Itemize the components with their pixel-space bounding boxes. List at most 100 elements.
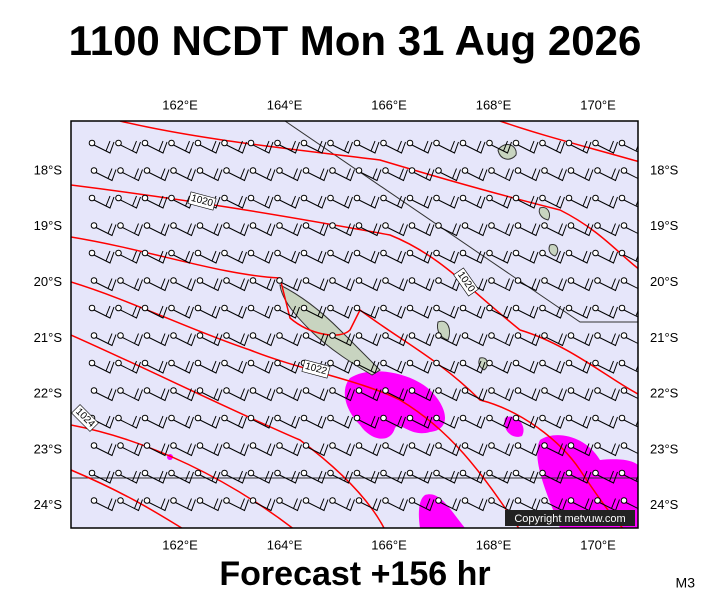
barb-station <box>276 167 283 174</box>
wind-barb <box>512 414 539 429</box>
barb-staff <box>226 305 247 319</box>
barb-station <box>514 332 522 339</box>
barb-station <box>355 332 363 339</box>
wind-barb <box>433 194 459 209</box>
wind-barb <box>461 442 488 457</box>
barb-staff <box>173 140 194 154</box>
barb-station <box>329 222 336 229</box>
wind-barb <box>329 277 355 292</box>
barb-staff <box>279 305 300 319</box>
wind-barb <box>592 249 618 264</box>
wind-barb <box>512 469 539 484</box>
barb-station <box>141 469 149 477</box>
barb-staff <box>334 333 355 347</box>
barb-station <box>327 304 334 312</box>
barb-staff <box>307 223 329 237</box>
barb-staff <box>122 168 143 182</box>
barb-station <box>170 167 177 174</box>
barb-station <box>353 469 361 477</box>
lon-label-top: 168°E <box>476 97 512 112</box>
barb-staff <box>491 305 512 319</box>
barb-station <box>435 332 442 339</box>
barb-station <box>618 194 626 202</box>
wind-barb <box>194 414 221 429</box>
barb-station <box>221 139 228 147</box>
wind-barb <box>512 194 539 209</box>
wind-barb <box>459 304 486 319</box>
barb-station <box>221 249 228 257</box>
barb-staff <box>95 223 117 237</box>
barb-staff <box>519 278 541 292</box>
barb-staff <box>332 415 353 429</box>
barb-station <box>406 194 414 202</box>
barb-staff <box>440 168 461 182</box>
barb-staff <box>332 195 353 209</box>
wind-barb <box>539 359 565 374</box>
barb-staff <box>411 360 433 374</box>
barb-station <box>276 442 283 449</box>
wind-barb <box>329 497 355 512</box>
barb-staff <box>440 443 461 457</box>
barb-station <box>514 222 522 229</box>
barb-staff <box>201 278 223 292</box>
lon-label-bottom: 164°E <box>267 537 303 552</box>
barb-staff <box>175 168 196 182</box>
wind-barb <box>408 332 435 347</box>
wind-barb <box>143 167 170 182</box>
barb-station <box>435 387 442 394</box>
wind-barb <box>406 414 433 429</box>
barb-staff <box>93 140 115 154</box>
wind-barb <box>353 139 380 154</box>
barb-station <box>300 414 308 422</box>
barb-staff <box>623 474 638 483</box>
barb-staff <box>623 144 638 153</box>
barb-staff <box>332 140 353 154</box>
barb-station <box>274 414 281 422</box>
barb-station <box>459 194 467 202</box>
barb-staff <box>623 309 638 318</box>
barb-staff <box>440 498 461 512</box>
wind-barb <box>194 139 221 154</box>
barb-station <box>512 414 520 422</box>
barb-staff <box>493 278 514 292</box>
wind-barb <box>194 469 221 484</box>
barb-station <box>90 387 98 394</box>
map-frame <box>70 120 639 529</box>
barb-staff <box>493 223 514 237</box>
barb-staff <box>360 333 382 347</box>
barb-staff <box>570 250 592 264</box>
barb-staff <box>413 333 435 347</box>
barb-station <box>406 359 414 367</box>
barb-station <box>274 194 281 202</box>
barb-staff <box>307 278 329 292</box>
barb-staff <box>572 168 594 182</box>
wind-barb <box>168 249 194 264</box>
barb-staff <box>148 333 170 347</box>
wind-barb <box>168 139 194 154</box>
barb-staff <box>252 250 274 264</box>
barb-staff <box>466 498 488 512</box>
barb-station <box>539 139 546 147</box>
barb-station <box>196 387 204 394</box>
barb-staff <box>358 140 380 154</box>
barb-station <box>329 332 336 339</box>
barb-station <box>408 387 416 394</box>
wind-barb <box>168 414 194 429</box>
wind-barb <box>223 332 249 347</box>
barb-staff <box>360 278 382 292</box>
wind-barb <box>115 359 141 374</box>
barb-staff <box>519 168 541 182</box>
wind-barb <box>620 387 638 400</box>
wind-barb <box>355 332 382 347</box>
wind-barb <box>459 194 486 209</box>
barb-station <box>196 167 204 174</box>
barb-staff <box>201 388 223 402</box>
barb-station <box>433 249 440 257</box>
barb-station <box>115 194 122 202</box>
barb-staff <box>360 498 382 512</box>
barb-staff <box>599 168 620 182</box>
wind-barb <box>353 359 380 374</box>
barb-station <box>539 414 546 422</box>
barb-staff <box>334 278 355 292</box>
